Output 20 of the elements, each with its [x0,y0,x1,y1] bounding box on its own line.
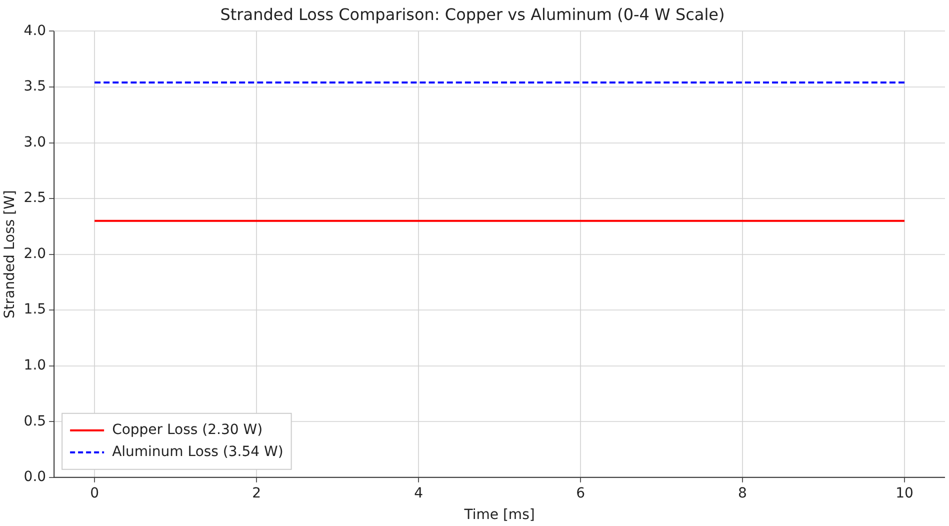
y-axis-title: Stranded Loss [W] [2,190,18,318]
y-tick-label: 2.0 [24,246,46,262]
chart-title: Stranded Loss Comparison: Copper vs Aluminum (0-4 W Scale) [220,4,725,24]
y-tick-label: 0.5 [24,413,46,430]
x-tick-label: 8 [738,485,747,502]
legend-label: Aluminum Loss (3.54 W) [112,444,284,460]
x-tick-label: 10 [896,485,914,502]
x-tick-label: 4 [414,485,424,502]
y-tick-label: 1.0 [24,357,46,374]
x-tick-label: 6 [576,485,586,502]
y-tick-label: 2.5 [24,190,46,206]
y-tick-label: 3.0 [24,134,46,150]
y-tick-label: 1.5 [24,302,46,318]
y-tick-label: 4.0 [24,22,46,39]
x-tick-label: 2 [252,485,262,502]
x-tick-label: 0 [90,485,100,502]
y-tick-label: 0.0 [24,469,46,486]
y-tick-label: 3.5 [24,78,46,95]
legend-label: Copper Loss (2.30 W) [112,422,263,438]
x-axis-title: Time [ms] [463,507,535,524]
